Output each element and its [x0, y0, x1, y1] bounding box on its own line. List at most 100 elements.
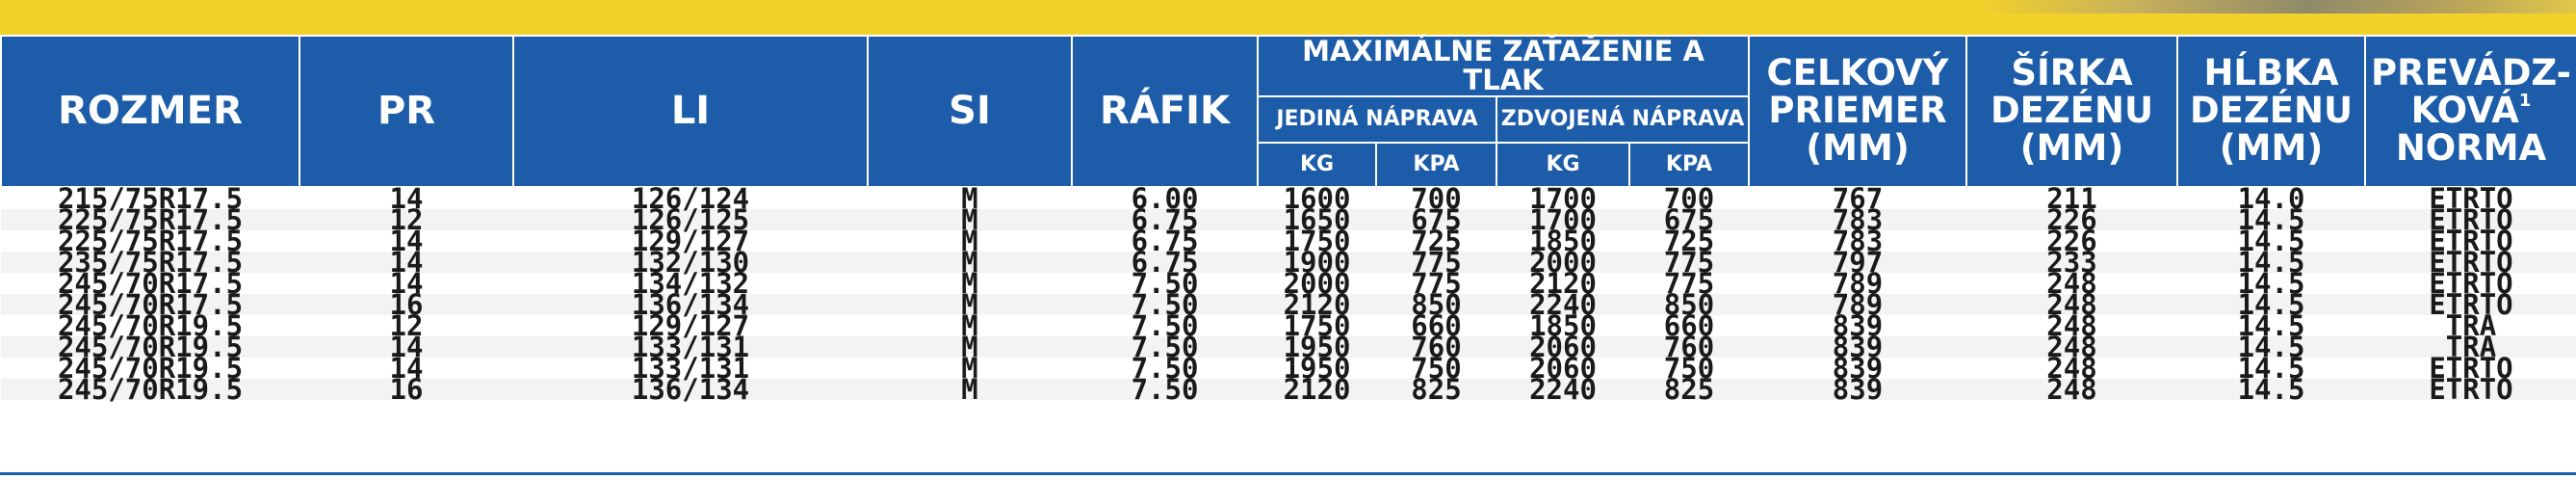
cell-s-kpa: 675: [1376, 205, 1496, 233]
cell-rozmer: 245/70R19.5: [1, 333, 299, 360]
cell-diameter: 839: [1749, 333, 1966, 360]
cell-si: M: [868, 290, 1072, 318]
header-rozmer: ROZMER: [0, 35, 300, 188]
cell-s-kg: 1600: [1258, 184, 1376, 212]
cell-pr: 12: [299, 205, 513, 233]
table-row: 245/70R19.5 14 133/131 M 7.50 1950 760 2060 760 8…: [1, 333, 2576, 360]
cell-s-kpa: 775: [1376, 269, 1496, 297]
header-norm-line2: KOVÁ: [2410, 90, 2519, 132]
cell-li: 136/134: [513, 290, 868, 318]
cell-rafik: 6.00: [1072, 184, 1258, 212]
cell-diameter: 783: [1749, 226, 1966, 254]
cell-width: 248: [1966, 269, 2177, 297]
cell-d-kpa: 725: [1629, 226, 1749, 254]
cell-diameter: 797: [1749, 248, 1966, 276]
cell-si: M: [868, 205, 1072, 233]
cell-norm: ETRTO: [2365, 184, 2576, 212]
cell-li: 129/127: [513, 226, 868, 254]
cell-li: 129/127: [513, 311, 868, 339]
cell-s-kg: 2000: [1258, 269, 1376, 297]
cell-si: M: [868, 375, 1072, 403]
cell-si: M: [868, 311, 1072, 339]
cell-depth: 14.5: [2177, 205, 2365, 233]
cell-norm: ETRTO: [2365, 290, 2576, 318]
cell-pr: 14: [299, 354, 513, 382]
bottom-rule: [0, 472, 2576, 475]
cell-d-kpa: 700: [1629, 184, 1749, 212]
cell-norm: ETRTO: [2365, 354, 2576, 382]
cell-rafik: 7.50: [1072, 269, 1258, 297]
cell-d-kg: 1700: [1496, 184, 1629, 212]
cell-width: 248: [1966, 311, 2177, 339]
banner-photo-strip: [1979, 0, 2576, 13]
cell-width: 248: [1966, 375, 2177, 403]
cell-depth: 14.5: [2177, 290, 2365, 318]
cell-s-kg: 1950: [1258, 333, 1376, 360]
cell-diameter: 789: [1749, 290, 1966, 318]
cell-width: 226: [1966, 226, 2177, 254]
header-tread-width-line3: (MM): [2019, 126, 2124, 169]
cell-diameter: 839: [1749, 375, 1966, 403]
cell-d-kpa: 850: [1629, 290, 1749, 318]
cell-rozmer: 245/70R19.5: [1, 375, 299, 403]
header-diameter-line3: (MM): [1806, 126, 1910, 169]
cell-pr: 14: [299, 184, 513, 212]
header-tread-width-line1: ŠÍRKA: [2011, 52, 2133, 94]
cell-depth: 14.5: [2177, 248, 2365, 276]
cell-depth: 14.5: [2177, 333, 2365, 360]
cell-si: M: [868, 226, 1072, 254]
cell-norm: ETRTO: [2365, 248, 2576, 276]
header-tread-width-line2: DEZÉNU: [1990, 90, 2154, 132]
cell-li: 126/124: [513, 184, 868, 212]
cell-rafik: 7.50: [1072, 333, 1258, 360]
cell-si: M: [868, 269, 1072, 297]
header-norm-line1: PREVÁDZ-: [2371, 52, 2571, 94]
cell-pr: 16: [299, 375, 513, 403]
cell-li: 126/125: [513, 205, 868, 233]
cell-rozmer: 245/70R19.5: [1, 354, 299, 382]
cell-rafik: 7.50: [1072, 290, 1258, 318]
cell-width: 248: [1966, 354, 2177, 382]
cell-norm: ETRTO: [2365, 375, 2576, 403]
cell-norm: TRA: [2365, 311, 2576, 339]
cell-li: 134/132: [513, 269, 868, 297]
cell-li: 133/131: [513, 333, 868, 360]
cell-s-kg: 1750: [1258, 226, 1376, 254]
cell-d-kpa: 775: [1629, 248, 1749, 276]
cell-width: 248: [1966, 290, 2177, 318]
header-norm: PREVÁDZ- KOVÁ1 NORMA: [2364, 35, 2576, 188]
cell-s-kg: 1950: [1258, 354, 1376, 382]
header-rafik: RÁFIK: [1071, 35, 1259, 188]
header-tread-depth-line3: (MM): [2219, 126, 2324, 169]
header-norm-line2-wrap: KOVÁ1: [2366, 90, 2576, 132]
cell-rafik: 6.75: [1072, 248, 1258, 276]
cell-rafik: 6.75: [1072, 226, 1258, 254]
cell-depth: 14.5: [2177, 226, 2365, 254]
cell-d-kg: 1700: [1496, 205, 1629, 233]
header-tread-depth: HĹBKA DEZÉNU (MM): [2176, 35, 2366, 188]
table-row: 245/70R19.5 12 129/127 M 7.50 1750 660 1850 660 8…: [1, 311, 2576, 339]
cell-d-kpa: 750: [1629, 354, 1749, 382]
cell-d-kg: 2240: [1496, 375, 1629, 403]
cell-s-kpa: 775: [1376, 248, 1496, 276]
cell-s-kpa: 750: [1376, 354, 1496, 382]
cell-d-kg: 1850: [1496, 311, 1629, 339]
cell-pr: 14: [299, 269, 513, 297]
cell-li: 133/131: [513, 354, 868, 382]
tire-spec-table: ROZMER PR LI SI RÁFIK MAXIMÁLNE ZAŤAŽENI…: [0, 35, 2576, 403]
cell-pr: 16: [299, 290, 513, 318]
cell-si: M: [868, 248, 1072, 276]
header-tread-depth-line2: DEZÉNU: [2189, 90, 2354, 132]
table-row: 245/70R17.5 14 134/132 M 7.50 2000 775 2120 775 7…: [1, 269, 2576, 297]
cell-rozmer: 225/75R17.5: [1, 226, 299, 254]
header-single-kpa: KPA: [1375, 141, 1497, 188]
cell-depth: 14.5: [2177, 375, 2365, 403]
header-single-kg: KG: [1257, 141, 1377, 188]
header-tread-width: ŠÍRKA DEZÉNU (MM): [1965, 35, 2178, 188]
cell-depth: 14.5: [2177, 311, 2365, 339]
cell-pr: 14: [299, 226, 513, 254]
table-row: 215/75R17.5 14 126/124 M 6.00 1600 700 1700 700 7…: [1, 184, 2576, 212]
table-row: 245/70R19.5 16 136/134 M 7.50 2120 825 2240 825 8…: [1, 375, 2576, 403]
header-diameter-line1: CELKOVÝ: [1766, 52, 1949, 94]
header-tread-depth-line1: HĹBKA: [2203, 52, 2339, 94]
